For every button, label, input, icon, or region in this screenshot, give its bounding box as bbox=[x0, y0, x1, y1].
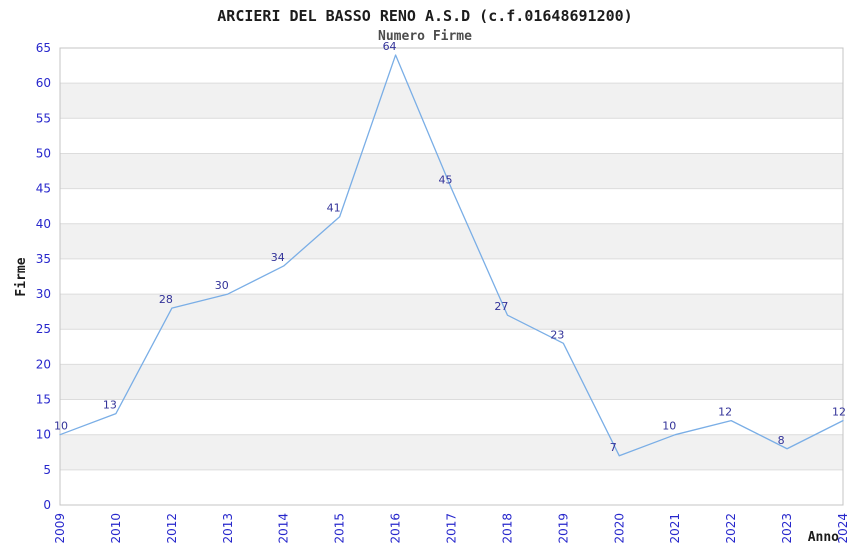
x-tick-label: 2013 bbox=[221, 513, 235, 544]
plot-band bbox=[60, 294, 843, 330]
x-tick-label: 2016 bbox=[389, 513, 403, 544]
x-tick-label: 2020 bbox=[612, 513, 626, 544]
y-tick-label: 50 bbox=[36, 146, 51, 160]
x-tick-label: 2019 bbox=[556, 513, 570, 544]
data-point-label: 10 bbox=[662, 420, 676, 433]
data-point-label: 41 bbox=[327, 202, 341, 215]
plot-band bbox=[60, 364, 843, 400]
x-tick-label: 2018 bbox=[500, 513, 514, 544]
y-tick-label: 5 bbox=[43, 463, 51, 477]
data-point-label: 12 bbox=[718, 406, 732, 419]
data-point-label: 30 bbox=[215, 279, 229, 292]
data-point-label: 8 bbox=[778, 434, 785, 447]
plot-band bbox=[60, 223, 843, 259]
y-tick-label: 55 bbox=[36, 111, 51, 125]
y-tick-label: 35 bbox=[36, 252, 51, 266]
x-tick-label: 2014 bbox=[277, 513, 291, 544]
data-point-label: 64 bbox=[383, 40, 397, 53]
x-tick-label: 2021 bbox=[668, 513, 682, 544]
y-axis-title: Firme bbox=[14, 257, 29, 296]
plot-band bbox=[60, 434, 843, 470]
plot-band bbox=[60, 153, 843, 189]
y-tick-label: 20 bbox=[36, 357, 51, 371]
data-point-label: 12 bbox=[832, 406, 846, 419]
x-tick-label: 2022 bbox=[724, 513, 738, 544]
y-tick-label: 15 bbox=[36, 393, 51, 407]
y-tick-label: 65 bbox=[36, 41, 51, 55]
y-tick-label: 0 bbox=[43, 498, 51, 512]
x-axis-title: Anno bbox=[808, 530, 839, 545]
y-tick-label: 45 bbox=[36, 182, 51, 196]
data-point-label: 45 bbox=[439, 174, 453, 187]
chart-title: ARCIERI DEL BASSO RENO A.S.D (c.f.016486… bbox=[217, 7, 632, 25]
data-point-label: 27 bbox=[494, 300, 508, 313]
x-tick-label: 2009 bbox=[53, 513, 67, 544]
data-point-label: 10 bbox=[54, 420, 68, 433]
chart-subtitle: Numero Firme bbox=[378, 29, 472, 44]
data-point-label: 34 bbox=[271, 251, 285, 264]
data-point-label: 13 bbox=[103, 399, 117, 412]
x-tick-label: 2017 bbox=[445, 513, 459, 544]
x-tick-label: 2015 bbox=[333, 513, 347, 544]
plot-border bbox=[59, 47, 844, 506]
y-tick-label: 40 bbox=[36, 217, 51, 231]
x-tick-label: 2012 bbox=[165, 513, 179, 544]
x-tick-label: 2010 bbox=[109, 513, 123, 544]
data-point-label: 7 bbox=[610, 441, 617, 454]
x-tick-label: 2024 bbox=[836, 513, 850, 544]
y-tick-label: 10 bbox=[36, 428, 51, 442]
y-tick-label: 25 bbox=[36, 322, 51, 336]
y-tick-label: 30 bbox=[36, 287, 51, 301]
series-line bbox=[59, 54, 844, 457]
plot-band bbox=[60, 83, 843, 119]
data-point-label: 28 bbox=[159, 293, 173, 306]
data-point-label: 23 bbox=[550, 328, 564, 341]
y-tick-label: 60 bbox=[36, 76, 51, 90]
x-tick-label: 2023 bbox=[780, 513, 794, 544]
